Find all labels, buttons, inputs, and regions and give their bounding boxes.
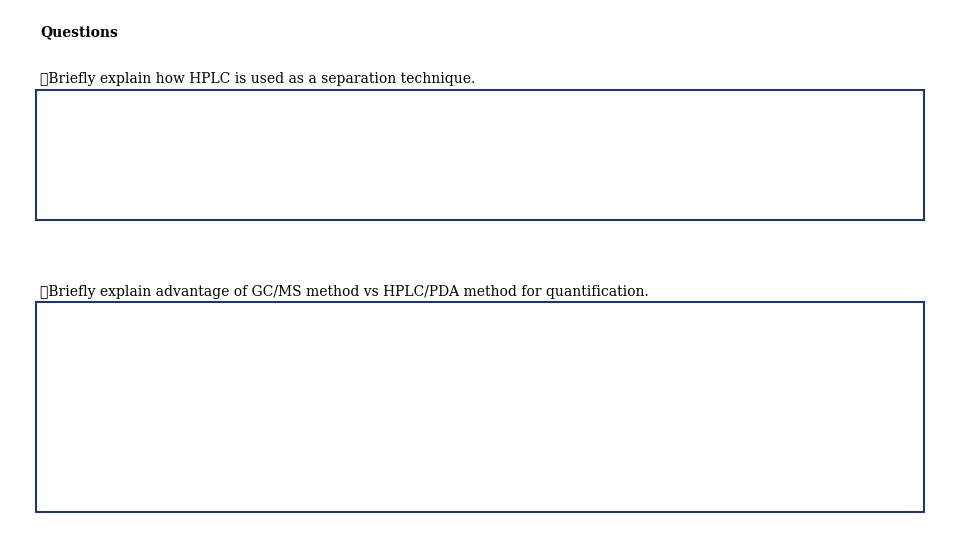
- Text: Questions: Questions: [40, 25, 118, 39]
- Text: ❖Briefly explain advantage of GC/MS method vs HPLC/PDA method for quantification: ❖Briefly explain advantage of GC/MS meth…: [40, 285, 649, 299]
- Bar: [36, 302, 924, 512]
- Text: ❖Briefly explain how HPLC is used as a separation technique.: ❖Briefly explain how HPLC is used as a s…: [40, 72, 475, 86]
- Bar: [36, 90, 924, 220]
